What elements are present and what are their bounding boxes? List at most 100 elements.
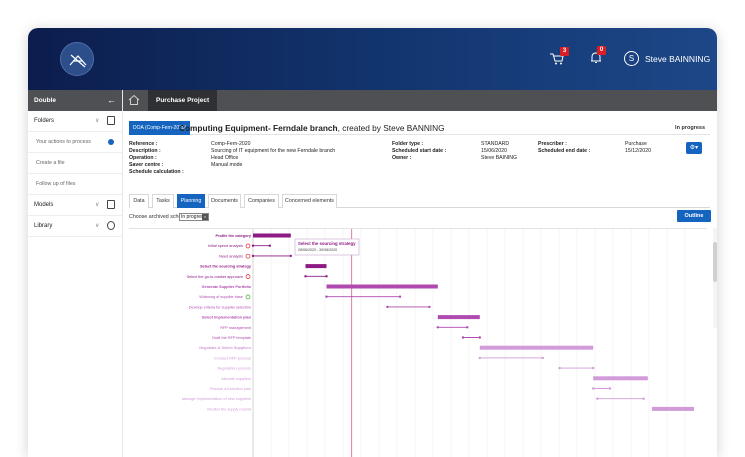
gantt-task-label: Initial spend analysis <box>208 244 243 248</box>
gantt-point <box>608 387 612 390</box>
info-label: Schedule calculation : <box>129 169 184 175</box>
gantt-point <box>268 244 271 247</box>
tab-tasks[interactable]: Tasks <box>152 194 174 208</box>
info-value: 15/12/2020 <box>625 148 651 154</box>
gantt-point <box>325 295 328 298</box>
gantt-task-label: Select Implementation plan <box>202 316 252 320</box>
gantt-task-label: Conduct RFP process <box>214 356 251 360</box>
vertical-scrollbar[interactable] <box>713 228 717 328</box>
gantt-point <box>398 295 402 298</box>
notification-count-badge: 0 <box>597 46 606 55</box>
cart-icon <box>550 53 564 65</box>
outline-button[interactable]: Outline <box>677 210 711 222</box>
gantt-bar <box>479 345 594 350</box>
cart-button[interactable]: 3 <box>550 47 569 70</box>
user-name[interactable]: Steve BAINNING <box>645 54 711 64</box>
sidebar: Double ← Folders ∨ Your actions to proce… <box>28 90 123 457</box>
gantt-point <box>596 397 599 400</box>
gantt-point <box>304 275 307 278</box>
tab-purchase-project[interactable]: Purchase Project <box>148 90 218 111</box>
sidebar-item-label: Folders <box>34 118 55 124</box>
info-label: Folder type : <box>392 141 424 147</box>
chevron-down-icon[interactable]: ∨ <box>95 118 100 124</box>
info-label: Reference : <box>129 141 158 147</box>
breadcrumb: Purchase Project <box>123 90 717 111</box>
gantt-point <box>592 366 595 370</box>
gantt-alert-icon <box>245 243 251 249</box>
gantt-point <box>386 305 389 309</box>
info-label: Saver centre : <box>129 162 164 168</box>
status-badge: In progress <box>675 125 705 131</box>
info-value: Steve BAINING <box>481 155 518 161</box>
gantt-point <box>642 397 645 400</box>
sidebar-item-label: Your actions to process <box>36 139 91 145</box>
gantt-point <box>428 305 431 309</box>
gantt-task-label: Select the go-to-market approach <box>187 275 243 279</box>
tab-data[interactable]: Data <box>129 194 149 208</box>
gantt-point <box>251 244 255 247</box>
chevron-down-icon[interactable]: ∨ <box>95 202 100 208</box>
schedule-select[interactable]: In progress × <box>179 213 209 221</box>
collapse-arrow-icon[interactable]: ← <box>107 95 116 105</box>
tab-bar: Data Tasks Planning Documents Companies … <box>129 194 710 208</box>
settings-button[interactable]: ⚙▾ <box>686 142 702 154</box>
sidebar-item-library[interactable]: Library ∨ <box>28 216 122 237</box>
tab-documents[interactable]: Documents <box>208 194 241 208</box>
gantt-task-label: Negotiate & Select Suppliers <box>199 346 251 350</box>
info-mid-values: STANDARD 15/06/2020 Steve BAINING <box>481 141 517 162</box>
info-right-values: Purchase 15/12/2020 <box>625 141 651 155</box>
info-label: Scheduled end date : <box>538 148 591 154</box>
gantt-canvas: Profile the category Initial spend analys… <box>182 229 694 457</box>
schedule-label: Choose archived schedule: <box>129 214 193 220</box>
gantt-task-label: Prepare a transition plan <box>210 387 251 391</box>
document-icon <box>107 200 115 209</box>
sidebar-item-label: Create a file <box>36 160 65 166</box>
sidebar-item-models[interactable]: Models ∨ <box>28 195 122 216</box>
gantt-task-label: Manage Implementation of new suppliers <box>182 397 251 401</box>
gantt-task-label: Draft the RFP template <box>212 336 251 340</box>
scrollbar-thumb[interactable] <box>713 242 717 282</box>
gantt-task-label: Widening of supplier base <box>199 295 243 299</box>
home-icon[interactable] <box>128 94 140 106</box>
gantt-bar <box>305 264 327 269</box>
app-logo[interactable] <box>60 42 94 76</box>
logo-glyph-icon <box>69 54 87 68</box>
gear-icon: ⚙▾ <box>689 145 699 151</box>
info-mid-labels: Folder type : Scheduled start date : Own… <box>392 141 446 162</box>
gantt-tooltip-title: Select the sourcing strategy <box>298 241 356 246</box>
sidebar-item-folders[interactable]: Folders ∨ <box>28 111 122 132</box>
info-label: Owner : <box>392 155 412 161</box>
chevron-down-icon[interactable]: ∨ <box>95 223 100 229</box>
sidebar-item-actions[interactable]: Your actions to process <box>28 132 122 153</box>
info-left-labels: Reference : Description : Operation : Sa… <box>129 141 184 176</box>
gantt-tooltip-box <box>294 238 360 256</box>
user-avatar[interactable]: S <box>624 51 639 66</box>
sidebar-item-follow-up[interactable]: Follow up of files <box>28 174 122 195</box>
gantt-point <box>325 275 328 278</box>
info-value: Purchase <box>625 141 647 147</box>
info-value: Head Office <box>211 155 239 161</box>
notifications-button[interactable]: 0 <box>590 46 606 69</box>
tab-concerned-elements[interactable]: Concerned elements <box>282 194 337 208</box>
info-value: 15/06/2020 <box>481 148 507 154</box>
main-content: DOA (Comp-Fern-2020) Computing Equipment… <box>123 111 717 457</box>
tab-planning[interactable]: Planning <box>177 194 205 208</box>
folder-icon <box>107 116 115 125</box>
info-value: Manual mode <box>211 162 243 168</box>
info-value: Sourcing of IT equipment for the new Fer… <box>211 148 336 154</box>
app-window: 3 0 S Steve BAINNING Double ← Folders ∨ … <box>28 28 717 457</box>
gantt-bar <box>593 376 648 381</box>
gantt-point <box>592 387 595 390</box>
info-value: Comp-Fern-2020 <box>211 141 251 147</box>
library-icon <box>107 221 115 230</box>
gantt-point <box>466 326 469 329</box>
clear-icon[interactable]: × <box>202 214 208 220</box>
gantt-point <box>436 326 439 329</box>
sidebar-item-create-file[interactable]: Create a file <box>28 153 122 174</box>
reference-badge: DOA (Comp-Fern-2020) <box>129 121 191 135</box>
tab-companies[interactable]: Companies <box>244 194 279 208</box>
gantt-task-label: Negotiation process <box>217 367 251 371</box>
gantt-point <box>251 254 255 258</box>
info-label: Operation : <box>129 155 157 161</box>
info-left-values: Comp-Fern-2020 Sourcing of IT equipment … <box>211 141 335 169</box>
